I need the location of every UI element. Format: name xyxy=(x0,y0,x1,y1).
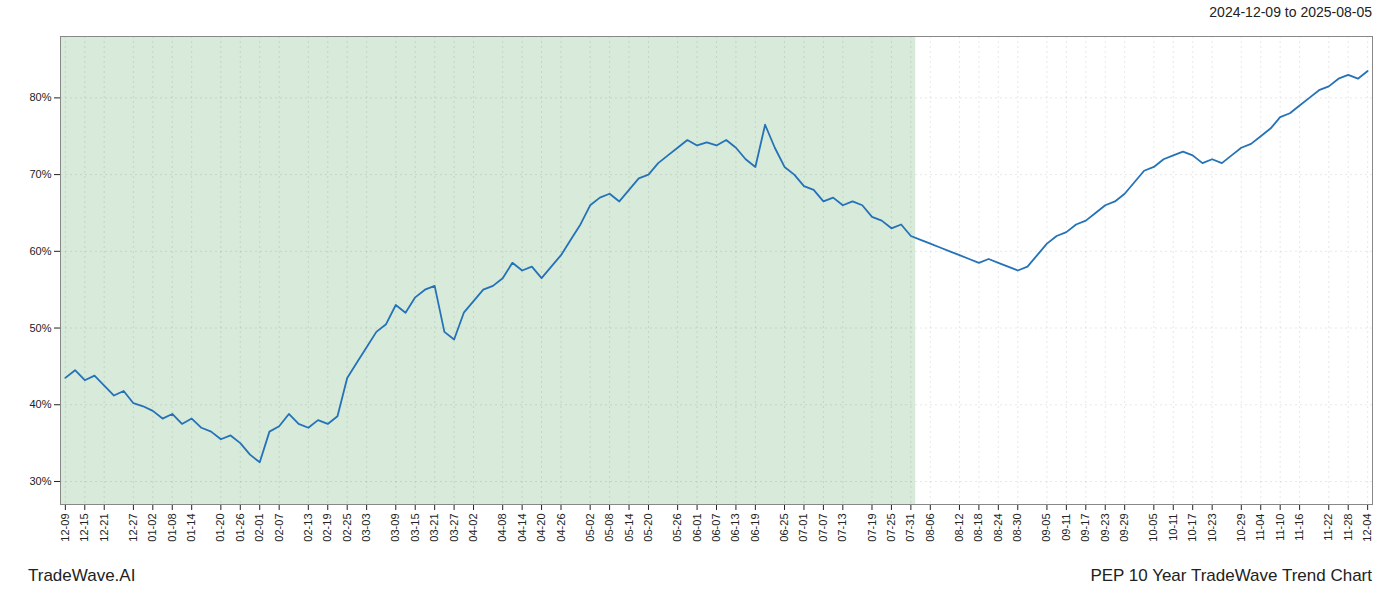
svg-text:09-29: 09-29 xyxy=(1118,514,1130,542)
svg-text:02-13: 02-13 xyxy=(302,514,314,542)
svg-text:10-23: 10-23 xyxy=(1206,514,1218,542)
svg-text:10-17: 10-17 xyxy=(1186,514,1198,542)
svg-text:08-18: 08-18 xyxy=(972,514,984,542)
svg-text:06-13: 06-13 xyxy=(729,514,741,542)
svg-text:03-21: 03-21 xyxy=(428,514,440,542)
svg-text:06-25: 06-25 xyxy=(778,514,790,542)
svg-text:05-02: 05-02 xyxy=(584,514,596,542)
svg-text:08-30: 08-30 xyxy=(1011,514,1023,542)
svg-text:06-19: 06-19 xyxy=(749,514,761,542)
html-text:TradeWave.AI: TradeWave.AI xyxy=(28,566,136,585)
svg-text:12-09: 12-09 xyxy=(59,514,71,542)
svg-text:12-27: 12-27 xyxy=(127,514,139,542)
svg-text:01-20: 01-20 xyxy=(214,514,226,542)
svg-text:07-01: 07-01 xyxy=(797,514,809,542)
svg-text:04-08: 04-08 xyxy=(496,514,508,542)
svg-text:04-26: 04-26 xyxy=(555,514,567,542)
svg-text:11-04: 11-04 xyxy=(1254,514,1266,541)
html-text:2024-12-09 to 2025-08-05: 2024-12-09 to 2025-08-05 xyxy=(1209,4,1372,20)
svg-text:02-01: 02-01 xyxy=(253,514,265,542)
svg-text:07-13: 07-13 xyxy=(836,514,848,542)
svg-text:40%: 40% xyxy=(29,398,51,410)
svg-text:02-19: 02-19 xyxy=(321,514,333,542)
svg-text:06-07: 06-07 xyxy=(710,514,722,542)
svg-text:70%: 70% xyxy=(29,168,51,180)
svg-text:08-24: 08-24 xyxy=(992,514,1004,542)
svg-text:12-04: 12-04 xyxy=(1361,514,1373,542)
svg-text:04-20: 04-20 xyxy=(535,514,547,542)
svg-text:03-27: 03-27 xyxy=(448,514,460,542)
svg-text:80%: 80% xyxy=(29,91,51,103)
svg-text:10-11: 10-11 xyxy=(1167,514,1179,541)
svg-text:03-15: 03-15 xyxy=(409,514,421,542)
svg-text:09-17: 09-17 xyxy=(1079,514,1091,542)
svg-text:11-22: 11-22 xyxy=(1322,514,1334,541)
svg-text:60%: 60% xyxy=(29,245,51,257)
svg-text:01-08: 01-08 xyxy=(166,514,178,542)
svg-text:07-25: 07-25 xyxy=(885,514,897,542)
svg-text:50%: 50% xyxy=(29,322,51,334)
svg-text:05-26: 05-26 xyxy=(671,514,683,542)
svg-text:07-19: 07-19 xyxy=(866,514,878,542)
svg-text:05-14: 05-14 xyxy=(623,514,635,542)
svg-text:09-23: 09-23 xyxy=(1099,514,1111,542)
svg-text:02-07: 02-07 xyxy=(273,514,285,542)
svg-text:09-05: 09-05 xyxy=(1040,514,1052,542)
svg-text:04-14: 04-14 xyxy=(516,514,528,542)
svg-text:08-12: 08-12 xyxy=(953,514,965,542)
svg-text:01-26: 01-26 xyxy=(234,514,246,542)
svg-text:30%: 30% xyxy=(29,475,51,487)
html-text:PEP 10 Year TradeWave Trend Ch: PEP 10 Year TradeWave Trend Chart xyxy=(1090,566,1372,585)
svg-text:04-02: 04-02 xyxy=(467,514,479,542)
svg-text:10-05: 10-05 xyxy=(1147,514,1159,542)
svg-text:01-02: 01-02 xyxy=(146,514,158,542)
svg-text:05-08: 05-08 xyxy=(603,514,615,542)
svg-text:12-15: 12-15 xyxy=(78,514,90,542)
svg-text:11-10: 11-10 xyxy=(1274,514,1286,541)
svg-text:09-11: 09-11 xyxy=(1060,514,1072,541)
svg-text:06-01: 06-01 xyxy=(691,514,703,542)
svg-text:10-29: 10-29 xyxy=(1235,514,1247,542)
svg-text:11-28: 11-28 xyxy=(1342,514,1354,541)
svg-text:07-31: 07-31 xyxy=(904,514,916,542)
svg-text:11-16: 11-16 xyxy=(1293,514,1305,541)
svg-text:03-09: 03-09 xyxy=(389,514,401,542)
svg-text:08-06: 08-06 xyxy=(924,514,936,542)
svg-text:02-25: 02-25 xyxy=(341,514,353,542)
svg-text:12-21: 12-21 xyxy=(98,514,110,542)
svg-text:03-03: 03-03 xyxy=(360,514,372,542)
svg-text:01-14: 01-14 xyxy=(185,514,197,542)
svg-text:05-20: 05-20 xyxy=(642,514,654,542)
svg-text:07-07: 07-07 xyxy=(817,514,829,542)
